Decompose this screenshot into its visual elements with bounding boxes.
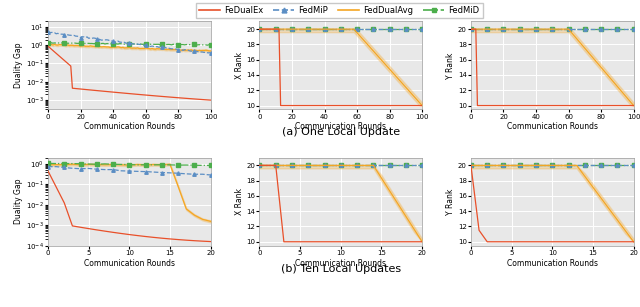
Text: (b) Ten Local Updates: (b) Ten Local Updates <box>281 264 401 274</box>
X-axis label: Communication Rounds: Communication Rounds <box>507 122 598 131</box>
X-axis label: Communication Rounds: Communication Rounds <box>84 258 175 267</box>
Text: (a) One Local Update: (a) One Local Update <box>282 127 400 138</box>
Y-axis label: X Rank: X Rank <box>234 188 244 215</box>
Y-axis label: Duality Gap: Duality Gap <box>14 179 23 224</box>
X-axis label: Communication Rounds: Communication Rounds <box>84 122 175 131</box>
Y-axis label: Duality Gap: Duality Gap <box>14 43 23 88</box>
Legend: FeDualEx, FedMiP, FedDualAvg, FedMiD: FeDualEx, FedMiP, FedDualAvg, FedMiD <box>196 3 483 18</box>
Y-axis label: Y Rank: Y Rank <box>446 52 455 79</box>
Y-axis label: X Rank: X Rank <box>234 52 244 79</box>
X-axis label: Communication Rounds: Communication Rounds <box>295 122 387 131</box>
X-axis label: Communication Rounds: Communication Rounds <box>507 258 598 267</box>
Y-axis label: Y Rank: Y Rank <box>446 188 455 215</box>
X-axis label: Communication Rounds: Communication Rounds <box>295 258 387 267</box>
